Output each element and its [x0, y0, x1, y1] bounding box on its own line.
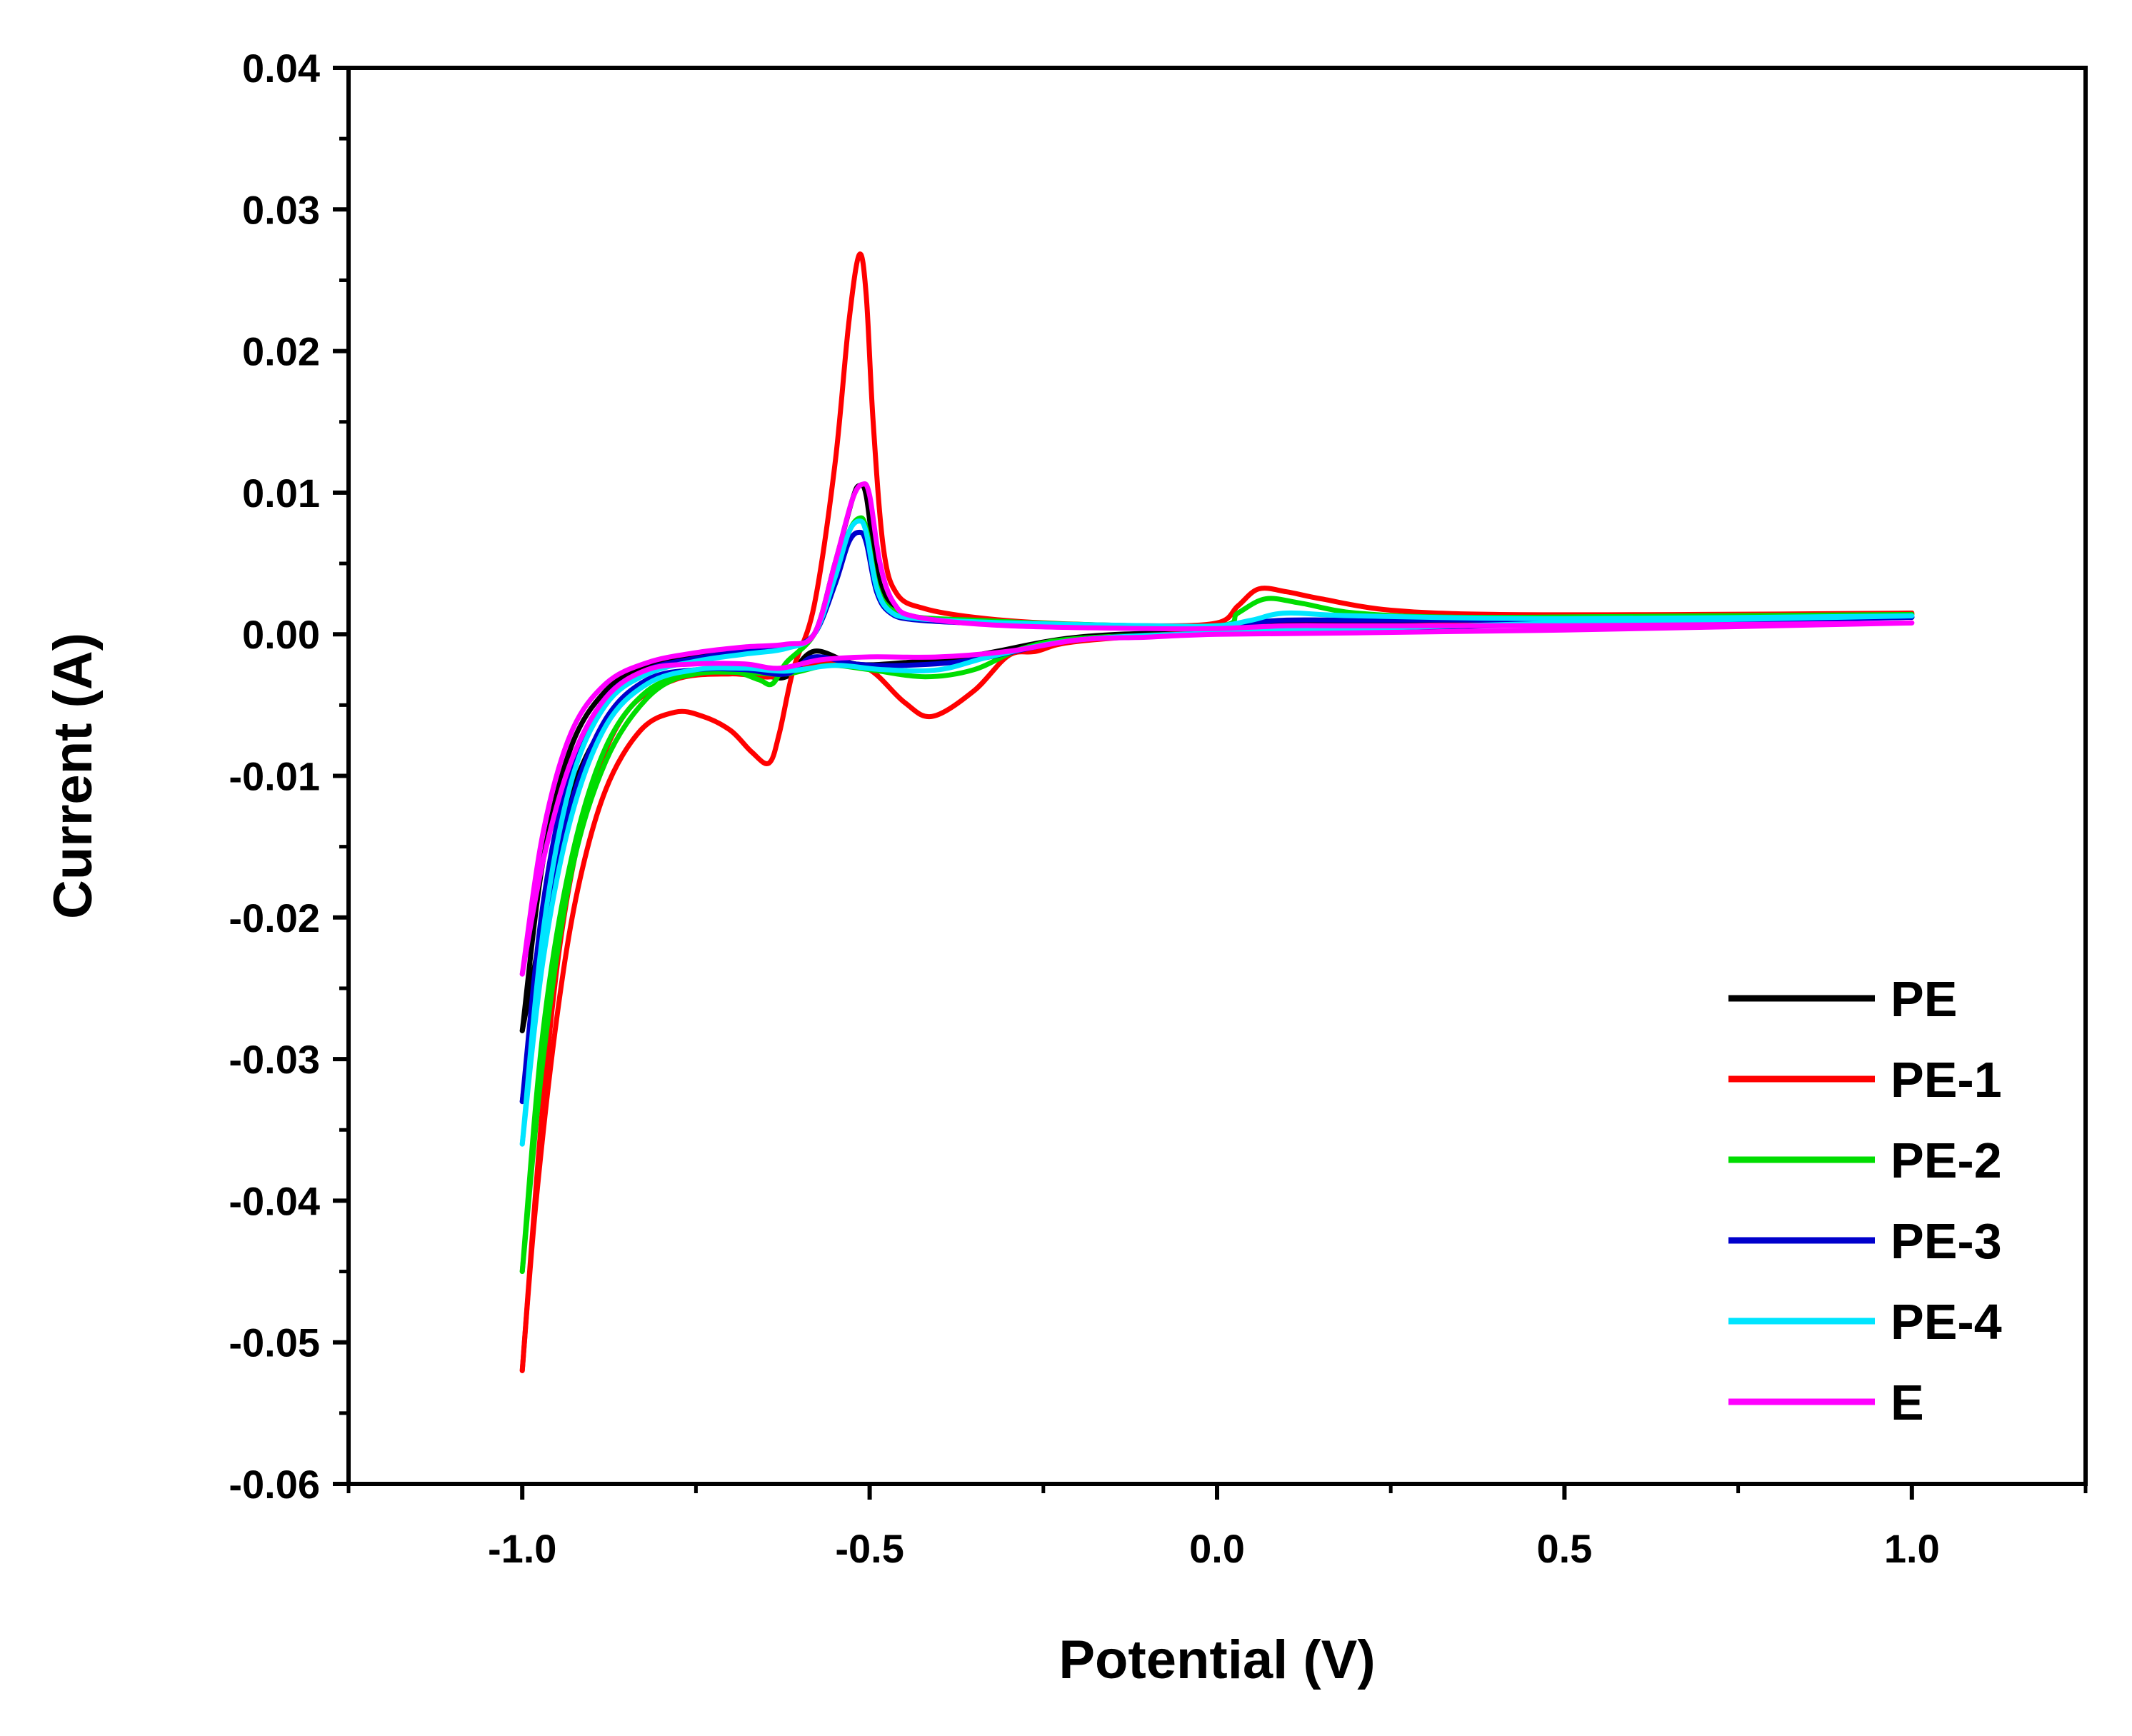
legend-item-pe-4: PE-4	[1728, 1294, 2002, 1350]
x-tick-label: 0.5	[1536, 1526, 1592, 1571]
y-tick-label: 0.02	[242, 329, 320, 374]
y-tick-label: 0.00	[242, 612, 320, 657]
legend-item-pe: PE	[1728, 971, 1957, 1027]
ticks-layer: 0.04 0.03 0.02 0.01 0.00 -0.01 -0.02 -0.03 -0.04…	[229, 46, 2088, 1571]
legend-item-pe-2: PE-2	[1728, 1133, 2002, 1188]
series-pe-4-anodic-line	[519, 518, 1915, 1147]
series-layer	[519, 251, 1915, 1373]
y-tick-label: 0.03	[242, 187, 320, 232]
x-tick-label: 1.0	[1884, 1526, 1940, 1571]
legend-label: PE-4	[1891, 1294, 2002, 1350]
series-pe-1-anodic-line	[519, 251, 1915, 1373]
series-e-anodic-line	[519, 481, 1915, 977]
y-axis-title: Current (A)	[43, 633, 104, 919]
series-e-cathodic-line	[519, 620, 1915, 977]
y-tick-label: -0.04	[229, 1178, 320, 1223]
legend-label: PE	[1891, 971, 1957, 1027]
series-e	[519, 481, 1915, 977]
x-tick-label: 0.0	[1189, 1526, 1245, 1571]
y-tick-label: -0.01	[229, 754, 320, 799]
x-tick-label: -1.0	[488, 1526, 557, 1571]
legend-label: E	[1891, 1375, 1924, 1430]
x-tick-label: -0.5	[835, 1526, 904, 1571]
y-tick-label: -0.03	[229, 1037, 320, 1082]
y-tick-label: 0.01	[242, 471, 320, 516]
legend: PE PE-1 PE-2 PE-3 PE-4 E	[1728, 971, 2002, 1430]
y-tick-label: 0.04	[242, 46, 320, 91]
y-tick-label: -0.05	[229, 1320, 320, 1365]
legend-label: PE-3	[1891, 1213, 2002, 1269]
legend-label: PE-2	[1891, 1133, 2002, 1188]
legend-item-pe-1: PE-1	[1728, 1052, 2002, 1108]
legend-item-e: E	[1728, 1375, 1924, 1430]
y-tick-label: -0.06	[229, 1462, 320, 1507]
y-tick-label: -0.02	[229, 895, 320, 940]
legend-item-pe-3: PE-3	[1728, 1213, 2002, 1269]
x-axis-title: Potential (V)	[1059, 1630, 1375, 1690]
legend-label: PE-1	[1891, 1052, 2002, 1108]
